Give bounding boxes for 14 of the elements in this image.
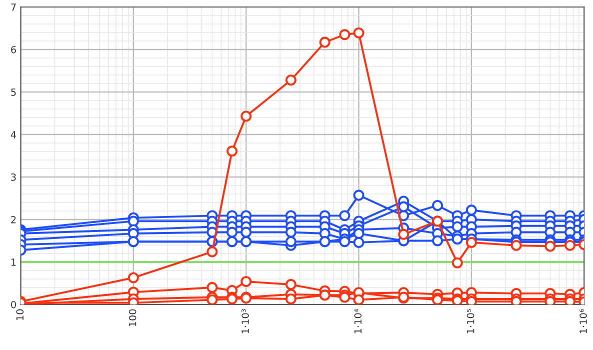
- y-tick-label: 7: [11, 4, 16, 11]
- y-tick-label: 6: [11, 46, 16, 54]
- y-tick-label: 3: [11, 173, 16, 181]
- x-tick-label: 100: [128, 309, 136, 326]
- x-tick-label: 1·10³: [242, 309, 249, 334]
- x-tick-label: 1·10⁶: [580, 308, 587, 334]
- x-tick-label: 1·10⁵: [466, 309, 474, 334]
- y-tick-label: 1: [11, 258, 16, 266]
- x-tick-label: 1·10⁴: [354, 308, 362, 334]
- y-tick-label: 0: [11, 300, 16, 308]
- y-tick-label: 4: [10, 131, 16, 138]
- y-tick-label: 2: [11, 216, 16, 224]
- y-tick-label: 5: [11, 88, 16, 96]
- x-tick-label: 10: [16, 309, 24, 320]
